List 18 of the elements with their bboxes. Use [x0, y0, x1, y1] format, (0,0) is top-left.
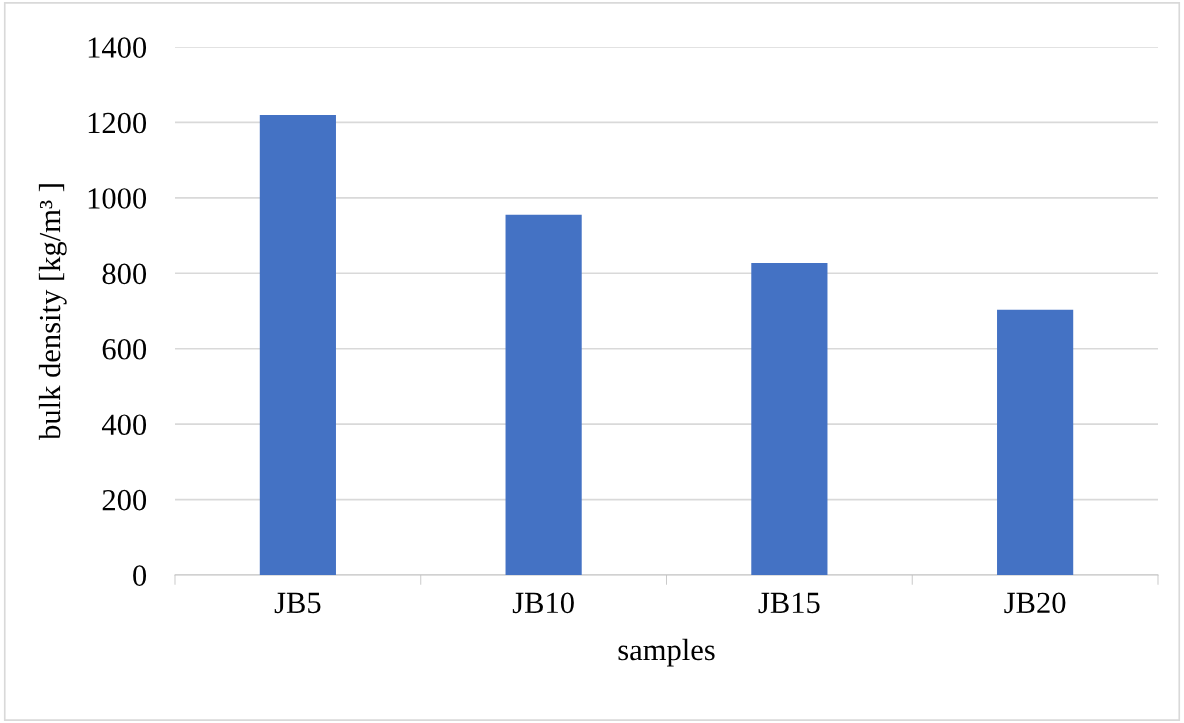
y-tick-label: 1400	[88, 37, 147, 58]
y-tick-label: 400	[101, 414, 147, 436]
bar	[505, 214, 582, 575]
x-axis-title: samples	[618, 638, 715, 667]
x-tick-label: JB10	[512, 592, 574, 614]
bar	[751, 263, 828, 575]
bar	[259, 114, 336, 575]
y-axis-title: bulk density [kg/m³ ]	[38, 184, 67, 440]
y-tick-label: 800	[102, 263, 147, 285]
bar	[997, 309, 1074, 575]
x-tick-label: JB5	[274, 592, 321, 614]
x-tick-label: JB20	[1004, 592, 1066, 614]
x-tick-label: JB15	[758, 592, 820, 614]
y-tick-label: 600	[102, 339, 147, 360]
y-tick-label: 1200	[88, 112, 147, 134]
y-tick-label: 200	[102, 489, 147, 511]
y-tick-label: 0	[133, 565, 147, 586]
y-tick-label: 1000	[88, 188, 147, 209]
